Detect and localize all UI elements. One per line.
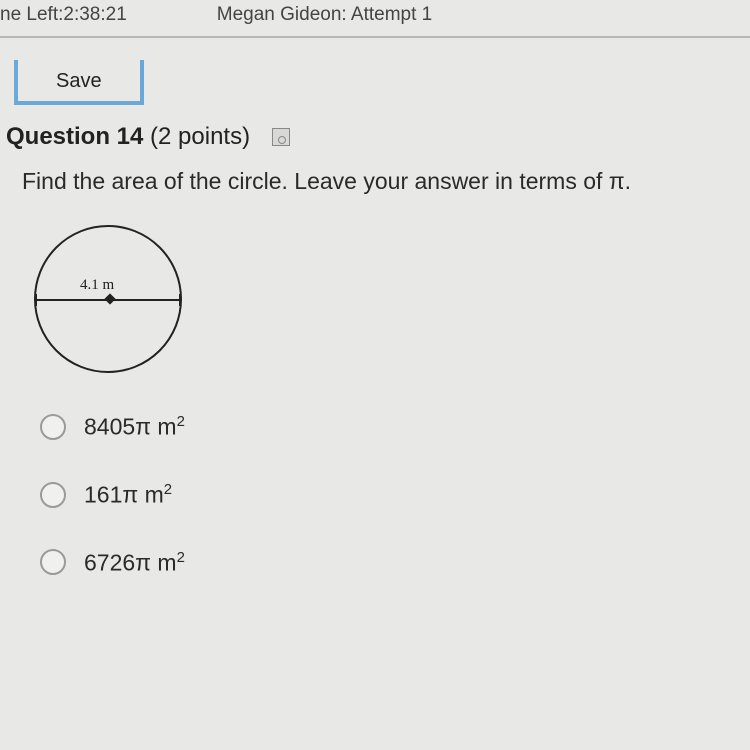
question-points: (2 points) [150, 123, 250, 150]
option-row[interactable]: 8405π m2 [40, 413, 750, 441]
radio-button[interactable] [40, 414, 66, 440]
answer-options: 8405π m2 161π m2 6726π m2 [40, 413, 750, 576]
circle-figure: 4.1 m [30, 221, 200, 381]
autosave-icon [272, 128, 290, 146]
option-label: 161π m2 [84, 481, 172, 509]
save-button[interactable]: Save [14, 60, 144, 105]
time-left: ne Left:2:38:21 [0, 4, 127, 26]
radio-button[interactable] [40, 549, 66, 575]
option-label: 8405π m2 [84, 413, 185, 441]
quiz-header: ne Left:2:38:21 Megan Gideon: Attempt 1 [0, 0, 750, 38]
question-prompt: Find the area of the circle. Leave your … [22, 165, 740, 197]
option-row[interactable]: 161π m2 [40, 481, 750, 509]
radio-button[interactable] [40, 482, 66, 508]
option-row[interactable]: 6726π m2 [40, 549, 750, 577]
student-attempt: Megan Gideon: Attempt 1 [217, 4, 432, 26]
option-label: 6726π m2 [84, 549, 185, 577]
question-header: Question 14 (2 points) [6, 123, 750, 151]
question-number: Question 14 [6, 123, 143, 150]
toolbar: Save [14, 60, 750, 105]
diameter-label: 4.1 m [80, 277, 114, 294]
